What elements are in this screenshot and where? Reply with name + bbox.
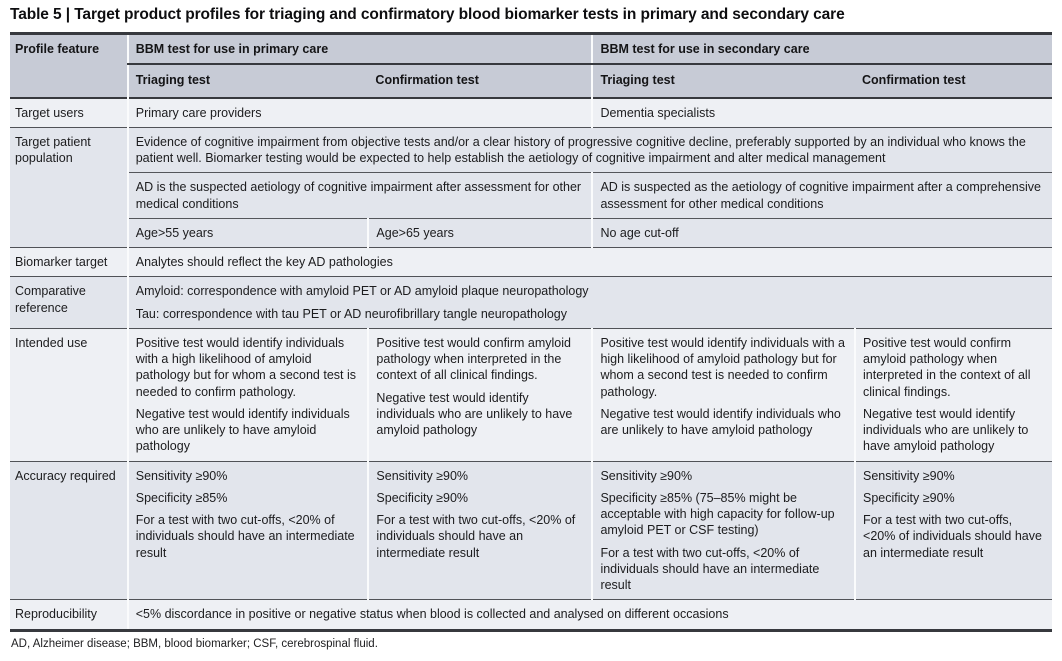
intended-use-cell-para: Positive test would identify individuals… (600, 335, 846, 399)
accuracy-required-label: Accuracy required (10, 460, 128, 600)
accuracy-cell-para: Specificity ≥90% (376, 490, 469, 505)
accuracy-cell-para: Specificity ≥90% (863, 490, 955, 505)
table-header: Profile feature BBM test for use in prim… (10, 32, 1052, 98)
row-target-patient-population-age: Age>55 years Age>65 years No age cut-off (10, 217, 1052, 248)
row-accuracy-required: Accuracy required Sensitivity ≥90% Speci… (10, 460, 1052, 600)
header-secondary-confirmation: Confirmation test (855, 64, 1052, 98)
age-primary-confirmation: Age>65 years (367, 217, 593, 248)
row-intended-use: Intended use Positive test would identif… (10, 327, 1052, 461)
row-biomarker-target: Biomarker target Analytes should reflect… (10, 246, 1052, 277)
target-product-profile-table: Profile feature BBM test for use in prim… (10, 32, 1052, 632)
row-target-patient-population: Target patient population Evidence of co… (10, 126, 1052, 248)
intended-use-primary-triaging: Positive test would identify individuals… (126, 327, 369, 461)
comparative-reference-amyloid: Amyloid: correspondence with amyloid PET… (135, 284, 589, 299)
aetiology-secondary: AD is suspected as the aetiology of cogn… (591, 172, 1052, 219)
header-primary-confirmation: Confirmation test (368, 64, 593, 98)
row-comparative-reference: Comparative reference Amyloid: correspon… (10, 276, 1052, 329)
accuracy-cell-para: Specificity ≥85% (135, 490, 228, 505)
intended-use-cell-para: Negative test would identify individuals… (600, 406, 841, 437)
accuracy-secondary-confirmation: Sensitivity ≥90% Specificity ≥90% For a … (854, 460, 1052, 600)
accuracy-cell-para: For a test with two cut-offs, <20% of in… (135, 513, 355, 560)
intended-use-label: Intended use (10, 327, 128, 461)
header-profile-feature: Profile feature (10, 32, 128, 98)
intended-use-cell-para: Negative test would identify individuals… (863, 406, 1029, 454)
target-users-primary: Primary care providers (126, 96, 593, 128)
target-patient-population-label: Target patient population (10, 126, 128, 248)
header-group-row: Profile feature BBM test for use in prim… (10, 32, 1052, 98)
header-secondary-triaging: Triaging test (591, 64, 856, 98)
target-users-label: Target users (10, 96, 128, 128)
comparative-reference-tau: Tau: correspondence with tau PET or AD n… (135, 306, 568, 321)
table-footnote: AD, Alzheimer disease; BBM, blood biomar… (11, 637, 378, 650)
accuracy-cell-para: For a test with two cut-offs, <20% of in… (600, 545, 820, 593)
biomarker-target-label: Biomarker target (10, 246, 128, 277)
accuracy-secondary-triaging: Sensitivity ≥90% Specificity ≥85% (75–85… (591, 460, 856, 600)
target-patient-population-evidence: Evidence of cognitive impairment from ob… (126, 126, 1052, 173)
comparative-reference-value: Amyloid: correspondence with amyloid PET… (126, 276, 1052, 329)
reproducibility-value: <5% discordance in positive or negative … (126, 599, 1052, 632)
intended-use-primary-confirmation: Positive test would confirm amyloid path… (367, 327, 593, 461)
header-primary-triaging: Triaging test (126, 64, 369, 98)
intended-use-secondary-triaging: Positive test would identify individuals… (591, 327, 856, 461)
header-subrow: Triaging test Confirmation test Triaging… (10, 64, 1052, 98)
header-secondary-care-group: BBM test for use in secondary care (591, 32, 1052, 66)
row-target-patient-population-aetiology: AD is the suspected aetiology of cogniti… (10, 172, 1052, 219)
biomarker-target-value: Analytes should reflect the key AD patho… (126, 246, 1052, 277)
intended-use-cell-para: Negative test would identify individuals… (376, 390, 573, 438)
aetiology-primary: AD is the suspected aetiology of cogniti… (126, 172, 593, 219)
age-secondary: No age cut-off (591, 217, 1052, 248)
intended-use-cell-para: Negative test would identify individuals… (135, 406, 350, 454)
accuracy-cell-para: Sensitivity ≥90% (863, 468, 955, 483)
row-target-users: Target users Primary care providers Deme… (10, 96, 1052, 128)
accuracy-cell-para: For a test with two cut-offs, <20% of in… (376, 513, 576, 560)
intended-use-secondary-confirmation: Positive test would confirm amyloid path… (854, 327, 1052, 461)
accuracy-primary-confirmation: Sensitivity ≥90% Specificity ≥90% For a … (367, 460, 593, 600)
accuracy-cell-para: Sensitivity ≥90% (376, 468, 469, 483)
accuracy-cell-para: For a test with two cut-offs, <20% of in… (863, 513, 1042, 560)
accuracy-cell-para: Sensitivity ≥90% (135, 468, 228, 483)
age-primary-triaging: Age>55 years (126, 217, 369, 248)
target-users-secondary: Dementia specialists (591, 96, 1052, 128)
intended-use-cell-para: Positive test would confirm amyloid path… (376, 335, 571, 383)
accuracy-primary-triaging: Sensitivity ≥90% Specificity ≥85% For a … (126, 460, 369, 600)
table-title: Table 5 | Target product profiles for tr… (10, 6, 845, 23)
intended-use-cell-para: Positive test would confirm amyloid path… (863, 335, 1031, 399)
accuracy-cell-para: Sensitivity ≥90% (600, 468, 693, 483)
row-reproducibility: Reproducibility <5% discordance in posit… (10, 599, 1052, 632)
reproducibility-label: Reproducibility (10, 599, 128, 632)
accuracy-cell-para: Specificity ≥85% (75–85% might be accept… (600, 490, 835, 538)
header-primary-care-group: BBM test for use in primary care (126, 32, 593, 66)
comparative-reference-label: Comparative reference (10, 276, 128, 329)
intended-use-cell-para: Positive test would identify individuals… (135, 335, 356, 399)
